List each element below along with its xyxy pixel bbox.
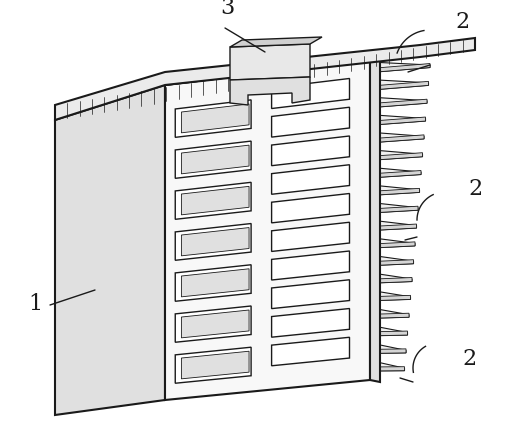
Text: 3: 3 [220, 0, 234, 19]
Polygon shape [370, 238, 415, 248]
Polygon shape [370, 206, 418, 213]
Polygon shape [272, 165, 350, 194]
Polygon shape [181, 145, 249, 174]
Text: 1: 1 [28, 293, 42, 315]
Polygon shape [370, 290, 410, 301]
Polygon shape [370, 273, 412, 283]
Polygon shape [181, 351, 249, 379]
Polygon shape [370, 295, 410, 301]
Polygon shape [175, 100, 251, 137]
Polygon shape [370, 62, 430, 72]
Polygon shape [370, 220, 416, 230]
Polygon shape [370, 135, 424, 143]
Polygon shape [370, 80, 429, 90]
Polygon shape [370, 343, 406, 354]
Polygon shape [370, 255, 413, 266]
Polygon shape [370, 58, 380, 382]
Polygon shape [370, 99, 427, 108]
Polygon shape [272, 308, 350, 337]
Polygon shape [175, 306, 251, 342]
Polygon shape [370, 331, 408, 336]
Polygon shape [370, 242, 415, 248]
Polygon shape [165, 60, 370, 400]
Polygon shape [370, 202, 418, 213]
Text: 2: 2 [455, 11, 469, 33]
Polygon shape [230, 77, 310, 105]
Polygon shape [175, 347, 251, 383]
Polygon shape [181, 186, 249, 215]
Polygon shape [165, 48, 420, 85]
Polygon shape [370, 260, 413, 266]
Polygon shape [55, 38, 475, 120]
Polygon shape [230, 37, 322, 47]
Polygon shape [370, 150, 422, 160]
Polygon shape [370, 188, 419, 196]
Polygon shape [370, 360, 405, 371]
Polygon shape [230, 44, 310, 80]
Polygon shape [181, 227, 249, 256]
Polygon shape [370, 277, 412, 283]
Polygon shape [272, 280, 350, 308]
Polygon shape [181, 269, 249, 297]
Polygon shape [370, 224, 416, 230]
Polygon shape [370, 170, 421, 178]
Text: 2: 2 [462, 348, 476, 370]
Polygon shape [272, 107, 350, 137]
Polygon shape [272, 136, 350, 166]
Polygon shape [55, 85, 165, 415]
Polygon shape [370, 167, 421, 178]
Polygon shape [370, 153, 422, 160]
Polygon shape [370, 63, 430, 72]
Polygon shape [370, 325, 408, 336]
Polygon shape [175, 141, 251, 178]
Polygon shape [370, 367, 405, 371]
Text: 2: 2 [468, 178, 482, 200]
Polygon shape [175, 224, 251, 260]
Polygon shape [272, 193, 350, 223]
Polygon shape [272, 78, 350, 109]
Polygon shape [370, 308, 409, 318]
Polygon shape [370, 313, 409, 318]
Polygon shape [272, 222, 350, 251]
Polygon shape [181, 310, 249, 338]
Polygon shape [175, 182, 251, 219]
Polygon shape [370, 132, 424, 143]
Polygon shape [272, 337, 350, 366]
Polygon shape [370, 117, 426, 125]
Polygon shape [370, 185, 419, 196]
Polygon shape [370, 349, 406, 354]
Polygon shape [181, 104, 249, 133]
Polygon shape [175, 265, 251, 301]
Polygon shape [272, 251, 350, 280]
Polygon shape [370, 97, 427, 108]
Polygon shape [370, 115, 426, 125]
Polygon shape [370, 81, 429, 90]
